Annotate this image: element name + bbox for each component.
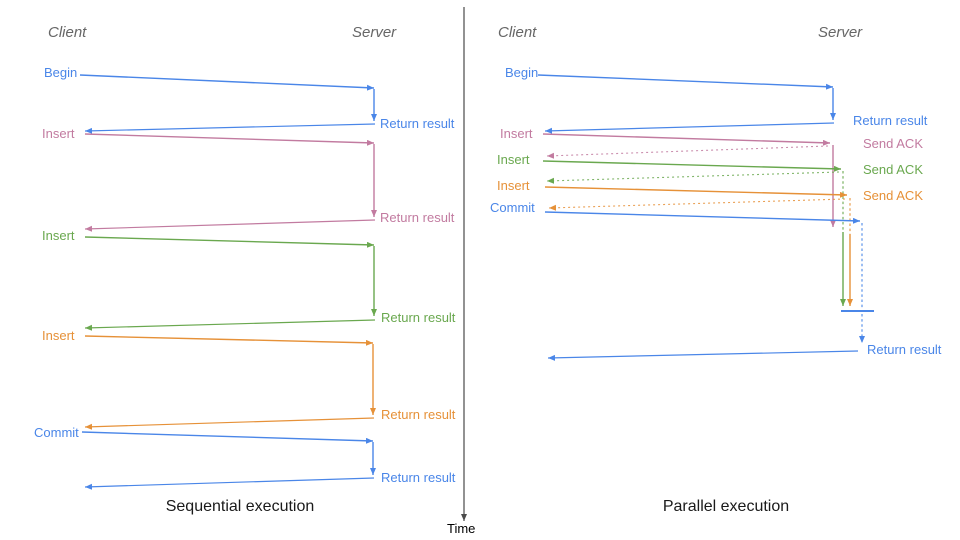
seq-return-insert2: Return result — [381, 310, 456, 325]
par-insert3-lines — [544, 186, 853, 306]
seq-insert3-lines — [84, 335, 376, 430]
seq-server-header: Server — [352, 24, 397, 41]
seq-label-insert2: Insert — [42, 228, 75, 243]
par-caption: Parallel execution — [662, 498, 790, 515]
seq-return-begin: Return result — [380, 116, 455, 131]
par-label-begin: Begin — [505, 65, 539, 80]
par-label-insert3: Insert — [497, 178, 530, 193]
seq-label-begin: Begin — [44, 65, 78, 80]
seq-commit-lines — [81, 431, 376, 490]
par-return-commit: Return result — [867, 342, 942, 357]
par-ack-insert3: Send ACK — [863, 188, 923, 203]
par-ack-insert2: Send ACK — [863, 162, 923, 177]
seq-begin-lines — [79, 74, 377, 134]
par-label-insert2: Insert — [497, 152, 530, 167]
seq-insert1-lines — [84, 133, 377, 232]
seq-label-commit: Commit — [34, 425, 79, 440]
par-insert2-lines — [542, 160, 846, 306]
par-commit-lines — [544, 211, 874, 361]
par-insert1-lines — [542, 133, 836, 227]
time-axis-label: Time — [447, 521, 476, 536]
par-client-header: Client — [498, 24, 537, 41]
seq-return-commit: Return result — [381, 470, 456, 485]
par-begin-lines — [537, 74, 836, 134]
seq-insert2-lines — [84, 236, 377, 331]
seq-return-insert1: Return result — [380, 210, 455, 225]
seq-return-insert3: Return result — [381, 407, 456, 422]
par-return-begin: Return result — [853, 113, 928, 128]
par-ack-insert1: Send ACK — [863, 136, 923, 151]
par-server-header: Server — [818, 24, 863, 41]
seq-label-insert1: Insert — [42, 126, 75, 141]
seq-label-insert3: Insert — [42, 328, 75, 343]
par-label-insert1: Insert — [500, 126, 533, 141]
par-label-commit: Commit — [490, 200, 535, 215]
seq-client-header: Client — [48, 24, 87, 41]
seq-caption: Sequential execution — [165, 498, 315, 515]
